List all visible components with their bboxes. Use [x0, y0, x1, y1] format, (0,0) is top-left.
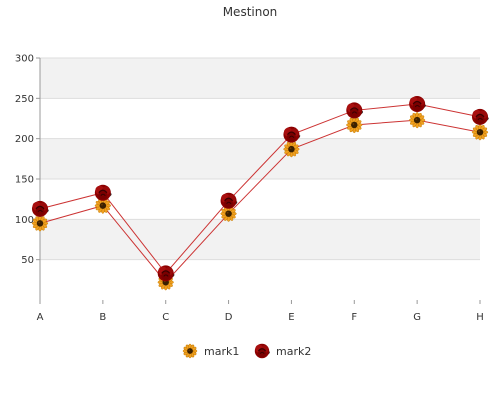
x-tick-label: H [476, 312, 484, 323]
sunflower-icon [471, 124, 489, 141]
legend: mark1 mark2 [182, 343, 311, 359]
data-point-mark2 [472, 108, 489, 125]
rose-icon [346, 102, 364, 119]
x-tick-label: A [37, 312, 44, 323]
plot-bands [40, 58, 480, 260]
data-point-mark1 [31, 215, 49, 232]
legend-item-mark1: mark1 [182, 343, 239, 359]
rose-icon [254, 343, 270, 359]
data-point-mark2 [32, 200, 49, 217]
sunflower-icon [346, 116, 363, 134]
y-tick-label: 100 [15, 215, 34, 226]
series-markers [31, 95, 489, 291]
gridlines [40, 57, 480, 261]
data-point-mark1 [471, 124, 489, 141]
legend-item-mark2: mark2 [254, 343, 311, 359]
sunflower-icon [409, 112, 426, 129]
data-point-mark1 [346, 116, 363, 134]
rose-icon [157, 265, 175, 282]
x-tick-label: D [225, 312, 233, 323]
rose-icon [94, 184, 112, 201]
legend-label: mark2 [276, 345, 311, 358]
data-point-mark2 [283, 126, 301, 143]
x-tick-labels: A B C D E F G H [37, 312, 484, 323]
data-point-mark2 [346, 102, 364, 119]
data-point-mark1 [409, 112, 426, 129]
y-tick-label: 150 [15, 175, 34, 186]
axes [36, 57, 481, 304]
y-tick-label: 200 [15, 134, 34, 145]
x-tick-label: E [288, 312, 294, 323]
x-tick-label: C [162, 312, 169, 323]
y-tick-label: 250 [15, 94, 34, 105]
series-line-mark2 [39, 103, 481, 275]
series-lines [39, 103, 481, 284]
legend-label: mark1 [204, 345, 239, 358]
sunflower-icon [283, 141, 300, 158]
sunflower-icon [94, 197, 111, 214]
rose-icon [472, 108, 489, 125]
rose-icon [409, 95, 426, 112]
plot-band [40, 219, 480, 260]
y-tick-label: 50 [21, 255, 34, 266]
plot-band [40, 138, 480, 179]
data-point-mark2 [409, 95, 426, 112]
data-point-mark1 [283, 141, 300, 158]
data-point-mark2 [157, 265, 175, 282]
x-tick-label: B [99, 312, 106, 323]
series-line-mark1 [39, 119, 481, 284]
y-tick-labels: 50 100 150 200 250 300 [15, 54, 34, 267]
chart-title: Mestinon [223, 5, 278, 19]
x-tick-label: F [351, 312, 357, 323]
rose-icon [32, 200, 49, 217]
data-point-mark2 [220, 192, 238, 209]
sunflower-icon [31, 215, 49, 232]
y-tick-label: 300 [15, 54, 34, 65]
rose-icon [220, 192, 238, 209]
sunflower-icon [182, 343, 198, 359]
rose-icon [283, 126, 301, 143]
data-point-mark2 [94, 184, 112, 201]
data-point-mark1 [94, 197, 111, 214]
x-tick-label: G [413, 312, 421, 323]
plot-band [40, 58, 480, 99]
